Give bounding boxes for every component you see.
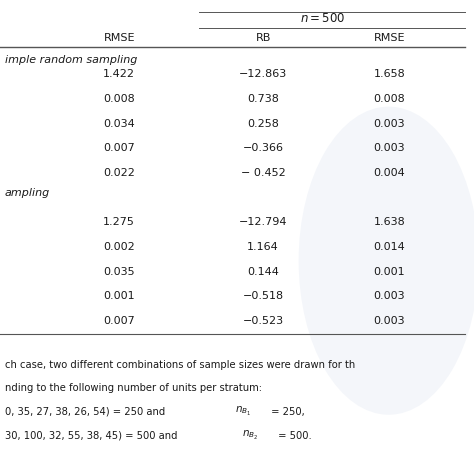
Text: 0.007: 0.007 xyxy=(103,143,135,154)
Text: 0.738: 0.738 xyxy=(247,94,279,104)
Text: imple random sampling: imple random sampling xyxy=(5,55,137,65)
Text: 0.004: 0.004 xyxy=(374,168,405,178)
Text: 0.003: 0.003 xyxy=(374,143,405,154)
Text: nding to the following number of units per stratum:: nding to the following number of units p… xyxy=(5,383,262,393)
Text: 0.034: 0.034 xyxy=(103,118,135,129)
Text: $n_{B_2}$: $n_{B_2}$ xyxy=(242,429,258,442)
Text: 1.164: 1.164 xyxy=(247,242,279,252)
Text: 0.001: 0.001 xyxy=(374,266,405,277)
Text: 1.638: 1.638 xyxy=(374,217,405,228)
Text: −0.523: −0.523 xyxy=(243,316,283,326)
Text: RMSE: RMSE xyxy=(374,33,405,43)
Text: 0.035: 0.035 xyxy=(103,266,135,277)
Text: 0.003: 0.003 xyxy=(374,316,405,326)
Text: 1.658: 1.658 xyxy=(374,69,405,80)
Text: 0.001: 0.001 xyxy=(103,291,135,301)
Text: = 500.: = 500. xyxy=(275,430,312,441)
Text: RB: RB xyxy=(255,33,271,43)
Text: 0.003: 0.003 xyxy=(374,118,405,129)
Text: 0.002: 0.002 xyxy=(103,242,135,252)
Text: ampling: ampling xyxy=(5,188,50,198)
Text: 0.008: 0.008 xyxy=(374,94,405,104)
Text: 0.258: 0.258 xyxy=(247,118,279,129)
Text: 1.422: 1.422 xyxy=(103,69,135,80)
Text: $n = 500$: $n = 500$ xyxy=(300,12,345,26)
Text: 1.275: 1.275 xyxy=(103,217,135,228)
Text: 0.144: 0.144 xyxy=(247,266,279,277)
Text: −0.518: −0.518 xyxy=(243,291,283,301)
Text: ch case, two different combinations of sample sizes were drawn for th: ch case, two different combinations of s… xyxy=(5,359,355,370)
Text: 0.008: 0.008 xyxy=(103,94,135,104)
Text: 0.003: 0.003 xyxy=(374,291,405,301)
Ellipse shape xyxy=(299,107,474,415)
Text: −12.794: −12.794 xyxy=(239,217,287,228)
Text: $n_{B_1}$: $n_{B_1}$ xyxy=(235,405,251,419)
Text: RMSE: RMSE xyxy=(104,33,135,43)
Text: 0.022: 0.022 xyxy=(103,168,135,178)
Text: 30, 100, 32, 55, 38, 45) = 500 and: 30, 100, 32, 55, 38, 45) = 500 and xyxy=(5,430,181,441)
Text: −0.366: −0.366 xyxy=(243,143,283,154)
Text: −12.863: −12.863 xyxy=(239,69,287,80)
Text: 0.007: 0.007 xyxy=(103,316,135,326)
Text: − 0.452: − 0.452 xyxy=(241,168,285,178)
Text: = 250,: = 250, xyxy=(268,407,305,417)
Text: 0, 35, 27, 38, 26, 54) = 250 and: 0, 35, 27, 38, 26, 54) = 250 and xyxy=(5,407,168,417)
Text: 0.014: 0.014 xyxy=(374,242,405,252)
